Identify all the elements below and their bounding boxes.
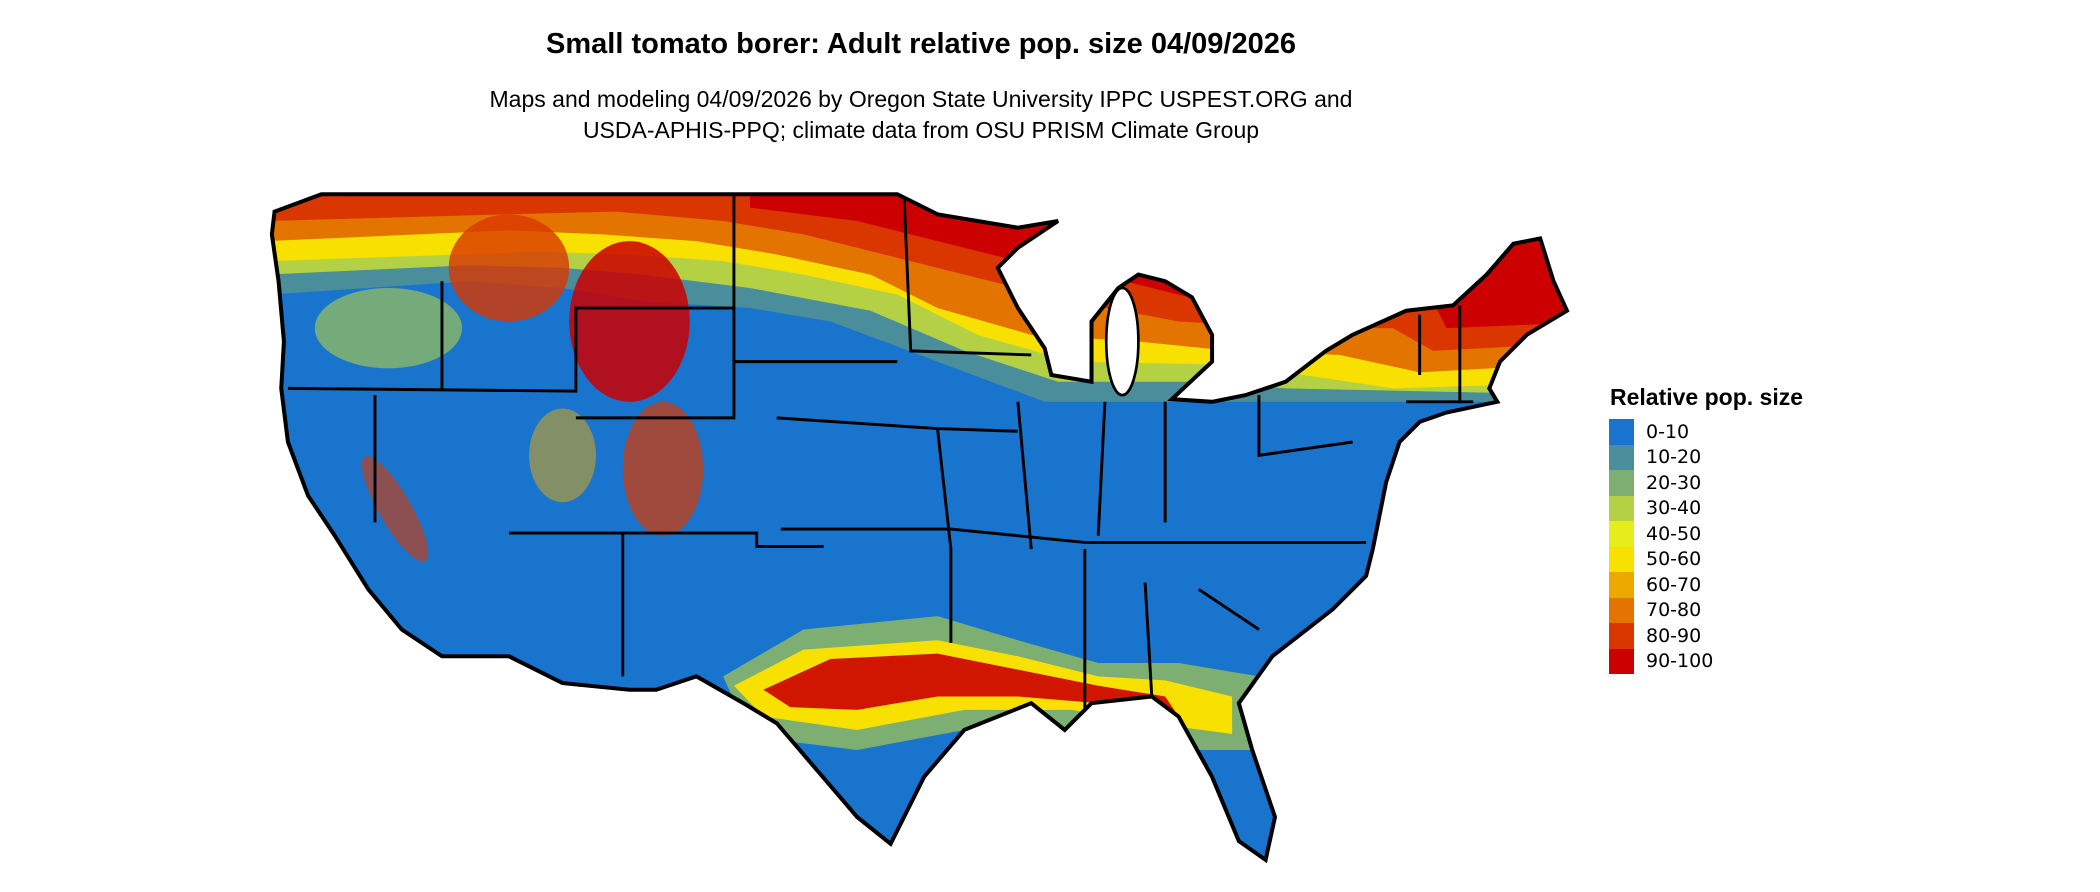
legend-item: 70-80 — [1609, 597, 1803, 623]
legend-label: 90-100 — [1646, 650, 1714, 673]
legend-swatch — [1609, 470, 1634, 496]
subtitle-line-1: Maps and modeling 04/09/2026 by Oregon S… — [489, 86, 1353, 112]
legend-label: 40-50 — [1646, 522, 1702, 545]
legend-label: 50-60 — [1646, 548, 1702, 571]
map-patch-idaho — [448, 214, 570, 322]
legend-swatch — [1609, 623, 1634, 649]
legend-swatch — [1609, 546, 1634, 572]
legend-item: 10-20 — [1609, 444, 1803, 470]
map-band-south-90 — [763, 653, 1179, 717]
legend-item: 60-70 — [1609, 572, 1803, 598]
legend-item: 40-50 — [1609, 521, 1803, 547]
chart-title: Small tomato borer: Adult relative pop. … — [546, 28, 1296, 60]
map-patch-oregon — [314, 287, 463, 369]
legend-item: 90-100 — [1609, 648, 1803, 674]
legend-label: 70-80 — [1646, 599, 1702, 622]
legend-item: 20-30 — [1609, 470, 1803, 496]
map-patch-utah — [529, 408, 596, 503]
legend-item: 80-90 — [1609, 623, 1803, 649]
subtitle-line-2: USDA-APHIS-PPQ; climate data from OSU PR… — [582, 117, 1260, 143]
legend-label: 80-90 — [1646, 624, 1702, 647]
map-patch-rockies — [569, 241, 690, 402]
legend-swatch — [1609, 597, 1634, 623]
legend-item: 0-10 — [1609, 419, 1803, 445]
legend-label: 10-20 — [1646, 446, 1702, 469]
legend-swatch — [1609, 419, 1634, 445]
legend-swatch — [1609, 648, 1634, 674]
legend: Relative pop. size 0-10 10-20 20-30 30-40 40… — [1609, 384, 1803, 674]
legend-swatch — [1609, 444, 1634, 470]
legend-swatch — [1609, 495, 1634, 521]
legend-item: 30-40 — [1609, 495, 1803, 521]
legend-title: Relative pop. size — [1610, 384, 1804, 410]
chart-subtitle: Maps and modeling 04/09/2026 by Oregon S… — [0, 84, 1842, 146]
map-patch-colorado — [622, 401, 704, 536]
legend-label: 60-70 — [1646, 573, 1702, 596]
legend-label: 0-10 — [1646, 420, 1690, 443]
legend-label: 30-40 — [1646, 497, 1702, 520]
legend-label: 20-30 — [1646, 471, 1702, 494]
legend-swatch — [1609, 572, 1634, 598]
legend-item: 50-60 — [1609, 546, 1803, 572]
map-patch-sierra — [361, 456, 429, 562]
state-borders — [287, 194, 1474, 710]
lake-michigan — [1104, 286, 1140, 397]
legend-swatch — [1609, 521, 1634, 547]
